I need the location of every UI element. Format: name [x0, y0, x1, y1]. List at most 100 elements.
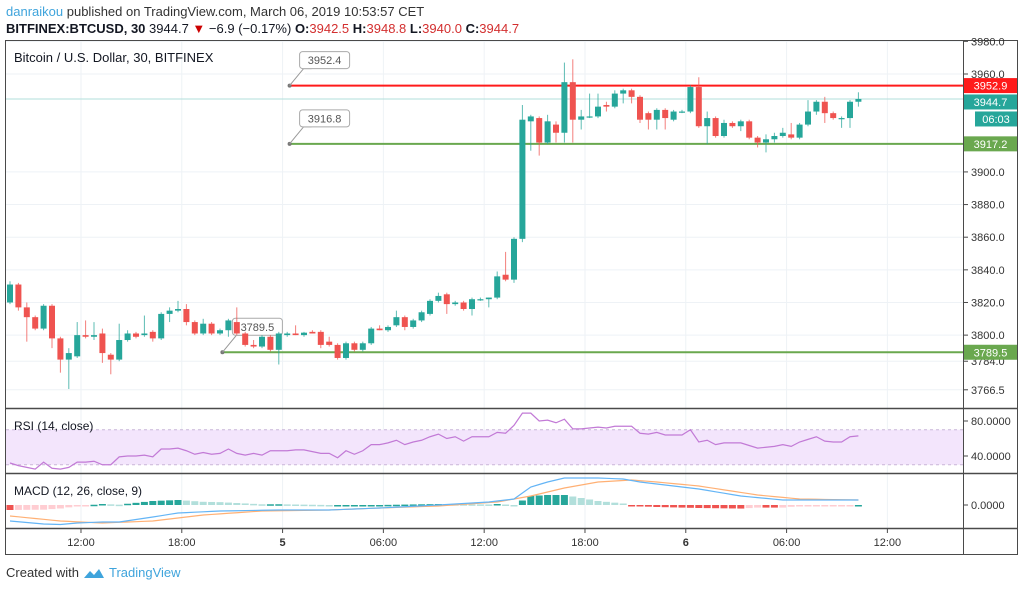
- candle-body: [284, 333, 291, 336]
- candle-body: [166, 310, 173, 314]
- macd-histogram-bar: [812, 505, 820, 507]
- candle: [15, 282, 22, 311]
- candle: [779, 127, 786, 138]
- macd-histogram-bar: [216, 502, 224, 505]
- candle: [687, 85, 694, 114]
- macd-histogram-bar: [342, 505, 350, 507]
- candle: [435, 292, 442, 303]
- candle-body: [301, 332, 307, 336]
- candle: [40, 304, 47, 331]
- time-tick-label: 12:00: [67, 537, 95, 549]
- candle-body: [788, 134, 795, 138]
- macd-histogram-bar: [283, 504, 291, 506]
- candle-body: [830, 113, 837, 119]
- candle: [721, 119, 727, 138]
- candle: [200, 318, 207, 336]
- last-price-label-text: 3944.7: [974, 97, 1008, 109]
- macd-histogram-bar: [174, 500, 182, 505]
- candle: [561, 62, 568, 143]
- candle-body: [469, 299, 475, 310]
- time-tick-label: 18:00: [168, 537, 196, 549]
- price-tick-label: 3820.0: [971, 297, 1005, 309]
- resistance-callout[interactable]: [299, 51, 351, 70]
- macd-histogram-bar: [560, 495, 568, 505]
- candle: [460, 300, 467, 311]
- macd-histogram-bar: [409, 504, 417, 506]
- macd-histogram-bar: [661, 505, 669, 508]
- candle-body: [427, 300, 433, 314]
- author-link[interactable]: danraikou: [6, 4, 64, 19]
- rsi-line: [9, 412, 859, 470]
- candle-body: [561, 82, 568, 133]
- candle-body: [620, 90, 627, 94]
- candle-body: [57, 338, 64, 360]
- bar-countdown-label: [975, 111, 1017, 127]
- macd-histogram-bar: [115, 504, 123, 507]
- candle-body: [233, 322, 240, 334]
- candle: [838, 116, 845, 128]
- candle-body: [737, 121, 744, 127]
- macd-histogram-bar: [518, 500, 526, 505]
- macd-histogram-bar: [821, 505, 829, 507]
- candle: [99, 328, 106, 363]
- resistance-price-label: [964, 78, 1017, 94]
- tradingview-brand-link[interactable]: TradingView: [108, 565, 181, 580]
- candle: [536, 116, 543, 156]
- candle-body: [452, 302, 459, 305]
- price-tick-label: 3860.0: [971, 232, 1005, 244]
- last-price-label: [964, 94, 1017, 110]
- candle-body: [729, 122, 736, 127]
- candle: [191, 320, 198, 336]
- candle: [695, 77, 702, 128]
- support-upper-callout[interactable]: [299, 109, 351, 128]
- macd-histogram-bar: [502, 504, 510, 506]
- macd-histogram-bar: [636, 505, 644, 507]
- candle-body: [317, 331, 324, 345]
- candle-body: [477, 299, 484, 301]
- time-tick-label: 06:00: [773, 537, 801, 549]
- macd-histogram-bar: [535, 495, 543, 505]
- candle-body: [679, 111, 685, 113]
- macd-histogram-bar: [485, 504, 493, 506]
- bar-countdown-label-text: 06:03: [982, 114, 1010, 126]
- candle: [141, 315, 148, 337]
- macd-histogram-bar: [325, 505, 333, 507]
- candle: [158, 312, 165, 341]
- candle-body: [653, 109, 660, 120]
- support-lower-callout[interactable]: [231, 317, 283, 336]
- candle: [393, 310, 400, 327]
- macd-histogram-bar: [191, 501, 199, 505]
- candle: [670, 109, 677, 122]
- candles: [7, 59, 862, 389]
- support-lower-price-label: [964, 344, 1017, 360]
- macd-histogram-bar: [577, 498, 585, 505]
- macd-histogram-bar: [224, 502, 232, 505]
- symbol-info-bar: BITFINEX:BTCUSD, 30 3944.7 ▼ −6.9 (−0.17…: [6, 21, 519, 36]
- macd-histogram-bar: [611, 502, 619, 505]
- candle-body: [326, 341, 333, 345]
- macd-histogram-bar: [686, 505, 694, 508]
- macd-histogram-bar: [527, 496, 535, 505]
- candle-body: [343, 343, 349, 358]
- time-axis[interactable]: 12:00 18:00 5 06:00 12:00 18:00 6 06:00 12:00: [67, 528, 901, 549]
- candle: [267, 335, 274, 352]
- resistance-callout-text: 3952.4: [308, 55, 342, 67]
- candle-body: [275, 333, 282, 350]
- candle: [74, 322, 81, 358]
- last-price: 3944.7: [149, 21, 189, 36]
- macd-histogram-bar: [241, 503, 249, 505]
- candle: [494, 271, 501, 300]
- candle-body: [779, 132, 786, 137]
- candle: [620, 88, 627, 104]
- time-tick-label: 12:00: [874, 537, 902, 549]
- macd-histogram-bar: [720, 505, 728, 509]
- macd-histogram-bar: [787, 505, 795, 507]
- macd-histogram-bar: [359, 505, 367, 507]
- candle-body: [544, 121, 551, 143]
- candle-body: [746, 121, 753, 138]
- candle-body: [494, 276, 501, 298]
- candle-body: [15, 284, 22, 308]
- candle-body: [217, 330, 223, 334]
- macd-histogram-bar: [418, 504, 426, 506]
